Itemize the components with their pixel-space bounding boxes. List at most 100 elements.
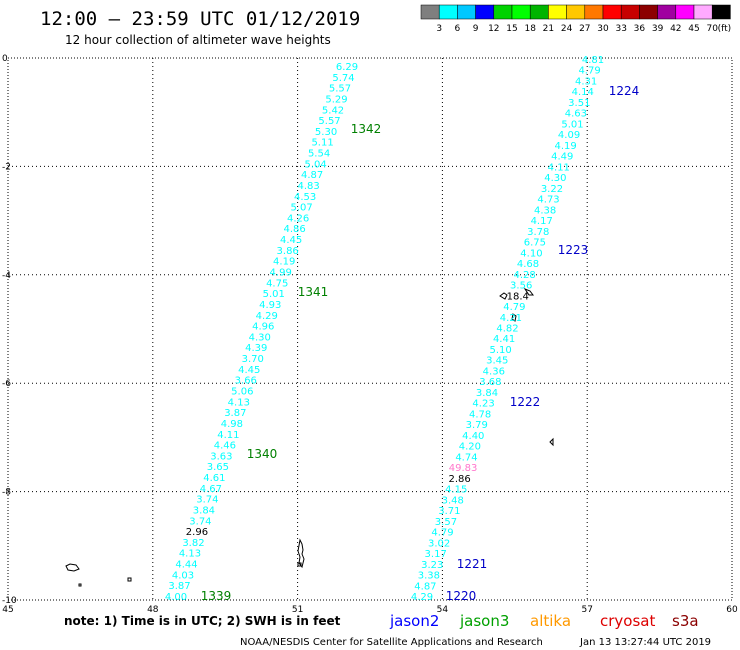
- wave-height-value: 4.46: [214, 441, 236, 452]
- wave-height-value: 4.79: [431, 528, 453, 539]
- wave-height-value: 3.57: [435, 517, 457, 528]
- wave-height-value: 5.04: [304, 159, 326, 170]
- wave-height-value: 4.49: [551, 152, 573, 163]
- wave-height-value: 4.03: [172, 570, 194, 581]
- wave-height-value: 3.79: [466, 420, 488, 431]
- pass-label: 1340: [247, 447, 278, 461]
- wave-height-value: 4.93: [259, 300, 281, 311]
- wave-height-value: 49.83: [449, 463, 478, 474]
- wave-height-value: 3.45: [486, 356, 508, 367]
- x-tick-label: 54: [437, 605, 449, 615]
- x-tick-label: 45: [2, 605, 13, 615]
- scale-label: 39: [652, 24, 664, 34]
- y-tick-label: -6: [2, 379, 11, 389]
- wave-height-value: 4.19: [555, 141, 577, 152]
- color-swatch: [548, 4, 567, 20]
- island-shape: [78, 583, 82, 587]
- y-tick-label: -2: [2, 162, 11, 172]
- color-swatch: [475, 4, 495, 20]
- wave-height-value: 4.40: [462, 431, 484, 442]
- color-swatch: [566, 4, 586, 20]
- wave-height-value: 5.57: [329, 84, 351, 95]
- wave-height-value: 4.67: [200, 484, 222, 495]
- wave-height-value: 4.00: [165, 592, 187, 603]
- wave-height-value: 4.11: [548, 162, 570, 173]
- wave-height-value: 3.87: [168, 581, 190, 592]
- wave-height-value: 3.38: [418, 571, 440, 582]
- pass-label: 1342: [351, 122, 382, 136]
- color-swatch: [639, 4, 658, 20]
- wave-height-value: 4.15: [445, 485, 467, 496]
- satellite-legend-altika: altika: [530, 612, 571, 630]
- wave-height-value: 5.54: [308, 149, 330, 160]
- wave-height-value: 3.63: [210, 451, 232, 462]
- scale-label: 30: [597, 24, 609, 34]
- x-tick-label: 57: [581, 605, 592, 615]
- map-title: 12:00 – 23:59 UTC 01/12/2019: [40, 8, 360, 30]
- color-swatch: [457, 4, 476, 20]
- wave-height-value: 4.78: [469, 409, 491, 420]
- scale-label: 45: [688, 24, 699, 34]
- wave-height-value: 4.96: [252, 322, 274, 333]
- wave-height-value: 4.98: [221, 419, 243, 430]
- wave-height-value: 3.02: [428, 538, 450, 549]
- scale-label: 9: [473, 24, 479, 34]
- wave-height-value: 5.11: [311, 138, 333, 149]
- scale-label: 33: [615, 24, 626, 34]
- wave-height-value: 5.01: [561, 119, 583, 130]
- scale-label: 21: [543, 24, 554, 34]
- color-swatch: [657, 4, 677, 20]
- wave-height-value: 4.87: [414, 581, 436, 592]
- wave-height-value: 4.11: [217, 430, 239, 441]
- wave-height-value: 4.87: [301, 170, 323, 181]
- wave-height-value: 3.23: [421, 560, 443, 571]
- satellite-legend-jason2: jason2: [389, 612, 439, 630]
- pass-label: 1222: [510, 395, 541, 409]
- wave-height-value: 4.23: [472, 399, 494, 410]
- wave-height-value: 18.4: [507, 291, 529, 302]
- wave-height-value: 3.87: [224, 408, 246, 419]
- wave-height-value: 3.70: [242, 354, 264, 365]
- wave-height-value: 5.74: [332, 73, 354, 84]
- wave-height-value: 4.29: [411, 592, 433, 603]
- pass-label: 1224: [609, 84, 640, 98]
- plot-frame: [7, 57, 733, 601]
- island-shape: [549, 437, 554, 447]
- y-tick-label: -10: [2, 596, 17, 606]
- scale-label: 15: [506, 24, 517, 34]
- color-swatch: [584, 4, 604, 20]
- wave-height-value: 4.61: [203, 473, 225, 484]
- wave-height-value: 3.86: [277, 246, 299, 257]
- wave-height-value: 4.30: [249, 332, 271, 343]
- wave-height-value: 2.86: [448, 474, 470, 485]
- wave-height-value: 4.53: [294, 192, 316, 203]
- wave-height-value: 4.29: [256, 311, 278, 322]
- island-shape: [297, 538, 305, 569]
- wave-height-value: 5.57: [318, 116, 340, 127]
- wave-height-value: 4.13: [179, 549, 201, 560]
- island-shape: [297, 562, 302, 567]
- credit-text: NOAA/NESDIS Center for Satellite Applica…: [240, 637, 543, 648]
- color-swatch: [511, 4, 531, 20]
- wave-height-value: 4.31: [575, 76, 597, 87]
- wave-height-value: 4.79: [503, 302, 525, 313]
- scale-label: 42: [670, 24, 681, 34]
- wave-height-value: 4.36: [483, 366, 505, 377]
- wave-height-value: 3.82: [182, 538, 204, 549]
- altimeter-track-1223: 4.814.794.314.143.514.635.014.094.194.49…: [411, 55, 604, 603]
- wave-height-value: 5.42: [322, 105, 344, 116]
- x-tick-label: 51: [292, 605, 303, 615]
- wave-height-color-scale: 3 6 9 12 15 18 21 24 27 30 33 36 39 42 45 70 (ft): [420, 4, 731, 34]
- island-shape: [65, 563, 80, 572]
- wave-height-value: 4.82: [496, 324, 518, 335]
- pass-label: 1221: [457, 557, 488, 571]
- wave-height-value: 3.56: [510, 281, 532, 292]
- wave-height-value: 4.38: [534, 205, 556, 216]
- wave-height-value: 4.44: [175, 560, 197, 571]
- scale-label: 27: [579, 24, 590, 34]
- wave-height-value: 4.45: [280, 235, 302, 246]
- wave-height-value: 4.28: [513, 270, 535, 281]
- units-note: note: 1) Time is in UTC; 2) SWH is in fe…: [64, 614, 341, 628]
- pass-label: 1341: [298, 285, 329, 299]
